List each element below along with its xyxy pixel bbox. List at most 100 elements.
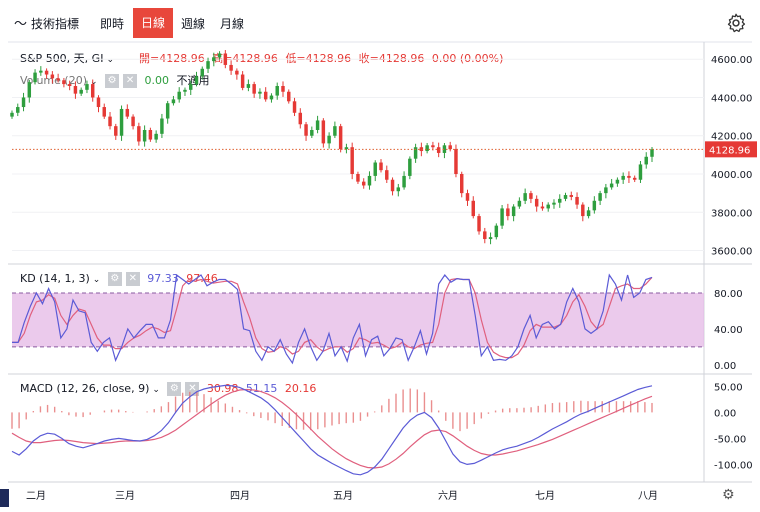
candle-body bbox=[517, 200, 522, 207]
candle-body bbox=[96, 97, 101, 108]
candle-body bbox=[298, 112, 303, 125]
gear-icon[interactable] bbox=[725, 12, 747, 34]
candle-body bbox=[558, 198, 562, 203]
close-icon[interactable]: ✕ bbox=[125, 272, 140, 286]
chart-canvas[interactable]: 3600.00 3800.00 4000.00 4200.00 4400.00 4600.… bbox=[0, 40, 760, 512]
tab-weekly[interactable]: 週線 bbox=[181, 17, 206, 31]
candle-body bbox=[50, 74, 55, 79]
candle-body bbox=[604, 187, 608, 194]
candle-body bbox=[552, 202, 556, 205]
candle-body bbox=[223, 53, 228, 65]
gear-icon[interactable]: ⚙ bbox=[722, 487, 735, 503]
candle-body bbox=[102, 107, 106, 117]
chevron-down-icon[interactable]: ⌄ bbox=[106, 55, 114, 65]
scroll-handle[interactable] bbox=[0, 489, 9, 507]
candle-body bbox=[119, 108, 124, 136]
close-icon[interactable]: ✕ bbox=[123, 74, 138, 88]
settings-small-icon[interactable]: ⚙ bbox=[105, 74, 120, 88]
candle-body bbox=[246, 84, 251, 88]
candle-body bbox=[460, 174, 464, 194]
time-axis-label: 二月 bbox=[26, 490, 46, 502]
candle-body bbox=[494, 225, 499, 238]
candle-body bbox=[90, 84, 95, 98]
candle-body bbox=[125, 108, 130, 117]
macd-legend: MACD (12, 26, close, 9) ⌄ ⚙ ✕ 30.98 51.15 … bbox=[20, 382, 316, 396]
candle-body bbox=[275, 86, 279, 96]
candle-body bbox=[390, 179, 395, 192]
toolbar: 〜技術指標 即時 日線 週線 月線 bbox=[0, 0, 760, 44]
price-tick-label: 3800.00 bbox=[711, 208, 752, 219]
candle-body bbox=[419, 147, 424, 152]
candle-body bbox=[137, 126, 141, 142]
macd-tick-label: 50.00 bbox=[714, 382, 743, 393]
settings-small-icon[interactable]: ⚙ bbox=[107, 272, 122, 286]
candle-body bbox=[361, 181, 366, 186]
price-tick-label: 3600.00 bbox=[711, 247, 752, 258]
indicators-button[interactable]: 〜技術指標 bbox=[14, 10, 79, 38]
candle-body bbox=[540, 206, 545, 209]
candle-body bbox=[142, 130, 147, 142]
macd-hist-value: 20.16 bbox=[284, 382, 317, 395]
candle-body bbox=[615, 179, 620, 184]
candle-body bbox=[379, 162, 383, 171]
candle-body bbox=[436, 147, 441, 153]
price-tick-label: 4200.00 bbox=[711, 132, 752, 143]
tab-monthly[interactable]: 月線 bbox=[220, 17, 245, 31]
tab-daily[interactable]: 日線 bbox=[133, 8, 173, 38]
candle-body bbox=[148, 130, 153, 140]
low-value: 低=4128.96 bbox=[285, 52, 352, 65]
candle-body bbox=[338, 126, 343, 150]
candle-body bbox=[287, 91, 291, 102]
candle-body bbox=[269, 95, 274, 100]
open-value: 開=4128.96 bbox=[139, 52, 205, 65]
candle-body bbox=[402, 175, 406, 188]
candle-body bbox=[523, 193, 527, 201]
candle-body bbox=[73, 86, 78, 94]
candle-body bbox=[506, 208, 510, 217]
volume-na: 不適用 bbox=[176, 74, 210, 87]
candle-body bbox=[333, 126, 337, 136]
candle-body bbox=[304, 124, 308, 136]
chevron-down-icon[interactable]: ⌄ bbox=[92, 275, 101, 285]
candle-body bbox=[56, 78, 60, 81]
candle-body bbox=[592, 200, 597, 211]
candle-body bbox=[477, 216, 481, 232]
candle-body bbox=[356, 174, 360, 182]
candle-body bbox=[79, 89, 83, 94]
chevron-down-icon[interactable]: ⌄ bbox=[90, 77, 98, 87]
candle-body bbox=[194, 76, 199, 85]
candle-body bbox=[177, 91, 181, 100]
candle-body bbox=[448, 145, 452, 150]
kd-d-line bbox=[12, 276, 653, 359]
macd-label[interactable]: MACD (12, 26, close, 9) bbox=[20, 382, 150, 395]
kd-label[interactable]: KD (14, 1, 3) bbox=[20, 272, 90, 285]
symbol-label[interactable]: S&P 500, 天, GI bbox=[20, 52, 104, 65]
settings-small-icon[interactable]: ⚙ bbox=[167, 382, 182, 396]
time-axis-label: 八月 bbox=[638, 490, 658, 502]
candle-body bbox=[425, 145, 429, 152]
candle-body bbox=[62, 80, 66, 85]
candle-body bbox=[235, 70, 239, 75]
kd-k-line bbox=[12, 273, 653, 365]
candle-body bbox=[598, 193, 602, 201]
candle-body bbox=[431, 145, 435, 148]
candle-body bbox=[638, 164, 643, 180]
kd-tick-label: 80.00 bbox=[714, 289, 743, 300]
candle-body bbox=[385, 170, 389, 180]
change-value: 0.00 (0.00%) bbox=[431, 52, 504, 65]
indicators-label: 技術指標 bbox=[31, 17, 80, 31]
tab-intraday[interactable]: 即時 bbox=[100, 17, 125, 31]
candle-body bbox=[212, 57, 216, 62]
candle-body bbox=[206, 61, 210, 69]
candle-body bbox=[500, 208, 504, 226]
candle-body bbox=[108, 116, 112, 127]
macd-tick-label: 0.00 bbox=[714, 408, 736, 419]
candle-body bbox=[10, 112, 14, 117]
candle-body bbox=[373, 162, 377, 176]
price-tick-label: 4400.00 bbox=[711, 93, 752, 104]
chevron-down-icon[interactable]: ⌄ bbox=[152, 385, 160, 395]
volume-value: 0.00 bbox=[144, 74, 170, 87]
candle-body bbox=[367, 175, 372, 186]
candle-body bbox=[396, 187, 401, 192]
candle-body bbox=[344, 147, 349, 150]
